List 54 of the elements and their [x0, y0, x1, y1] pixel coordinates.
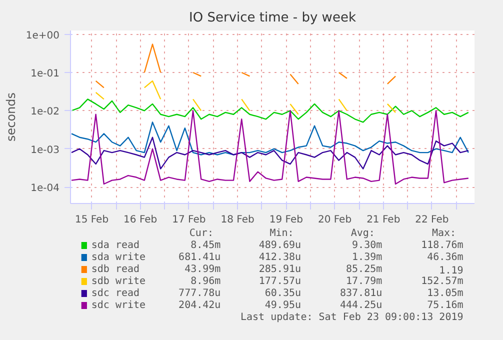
y-axis-title: seconds [4, 92, 18, 142]
legend-label: sdb write [91, 276, 146, 287]
text: 412.38u [258, 252, 302, 263]
text: 60.35u [264, 288, 302, 299]
y-tick-label: 1e-01 [30, 68, 60, 80]
text: 13.05m [427, 288, 464, 299]
text: 75.16m [427, 300, 464, 311]
x-tick-label: 15 Feb [74, 214, 109, 226]
x-tick-label: 16 Feb [124, 214, 158, 226]
text: Cur: [189, 228, 214, 239]
text: 85.25m [346, 264, 382, 275]
text: 489.69u [258, 240, 302, 251]
line-series [70, 122, 470, 156]
text: 1.39m [352, 252, 382, 263]
text: 177.57u [258, 276, 302, 287]
text: 8.45m [190, 240, 221, 251]
y-tick-label: 1e+00 [26, 30, 60, 42]
text: 49.95u [264, 300, 302, 311]
text: 681.41u [178, 252, 221, 263]
y-tick-label: 1e-04 [30, 183, 60, 194]
text: 444.25u [340, 300, 382, 311]
text: 285.91u [258, 264, 302, 275]
legend-label: sda write [91, 252, 146, 263]
text: 43.99m [184, 264, 221, 275]
text: 8.96m [190, 276, 221, 287]
legend-label: sdc read [91, 288, 140, 299]
text: 1.19 [439, 266, 464, 276]
x-tick-label: 19 Feb [269, 214, 303, 226]
y-tick-label: 1e-03 [30, 144, 60, 156]
text: 118.76m [421, 240, 464, 251]
legend-label: sdc write [91, 300, 146, 311]
text: 17.79m [346, 276, 382, 287]
x-tick-label: 22 Feb [415, 214, 449, 226]
line-series [70, 98, 470, 123]
text: Avg: [350, 228, 375, 239]
y-tick-label: 1e-02 [30, 106, 60, 118]
line-series [70, 136, 470, 170]
text: 46.36m [427, 252, 464, 263]
x-tick-label: 20 Feb [318, 214, 352, 226]
text: 152.57m [421, 276, 464, 287]
text: 9.30m [352, 240, 382, 251]
text: Min: [270, 228, 294, 239]
legend-label: sdb read [91, 264, 140, 275]
text: Last update: Sat Feb 23 09:00:13 2019 [240, 312, 464, 323]
x-tick-label: 21 Feb [366, 214, 400, 226]
text: Max: [432, 228, 456, 239]
x-tick-label: 18 Feb [220, 214, 254, 226]
text: 204.42u [178, 300, 221, 311]
x-tick-label: 17 Feb [172, 214, 206, 226]
legend-label: sda read [91, 240, 140, 251]
line-series [70, 110, 470, 185]
text: 777.78u [178, 288, 221, 299]
chart-title: IO Service time - by week [189, 10, 356, 26]
text: 837.81u [340, 288, 382, 299]
